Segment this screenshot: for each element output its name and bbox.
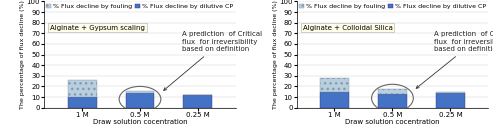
Text: Alginate + Colloidal Silica: Alginate + Colloidal Silica xyxy=(303,25,392,31)
Y-axis label: The percentage of flux decline (%): The percentage of flux decline (%) xyxy=(20,0,25,109)
Bar xyxy=(320,92,349,108)
X-axis label: Draw solution cocentration: Draw solution cocentration xyxy=(93,119,187,125)
Bar xyxy=(183,95,212,108)
Y-axis label: The percentage of flux decline (%): The percentage of flux decline (%) xyxy=(273,0,278,109)
Bar xyxy=(436,92,465,93)
Bar xyxy=(320,78,349,92)
Text: A prediction  of Critical
flux  for irreversibility
based on definition: A prediction of Critical flux for irreve… xyxy=(416,31,493,88)
Text: A prediction  of Critical
flux  for irreversibility
based on definition: A prediction of Critical flux for irreve… xyxy=(164,31,262,90)
Bar xyxy=(126,91,154,93)
Legend: % Flux decline by fouling, % Flux decline by dilutive CP: % Flux decline by fouling, % Flux declin… xyxy=(298,3,486,10)
Bar xyxy=(436,93,465,108)
Text: Alginate + Gypsum scaling: Alginate + Gypsum scaling xyxy=(50,25,145,31)
Bar xyxy=(68,97,97,108)
Bar xyxy=(68,80,97,97)
X-axis label: Draw solution cocentration: Draw solution cocentration xyxy=(345,119,440,125)
Legend: % Flux decline by fouling, % Flux decline by dilutive CP: % Flux decline by fouling, % Flux declin… xyxy=(45,3,234,10)
Bar xyxy=(126,93,154,108)
Bar xyxy=(378,88,407,94)
Bar xyxy=(378,94,407,108)
